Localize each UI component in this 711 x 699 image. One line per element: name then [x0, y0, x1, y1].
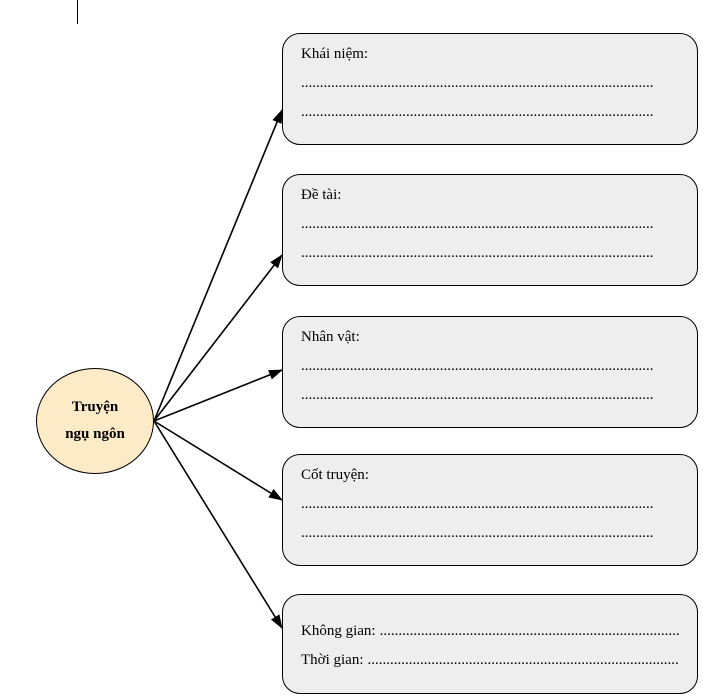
- card-de-tai-line-0: ........................................…: [301, 210, 679, 239]
- card-khai-niem-line-0: ........................................…: [301, 69, 679, 98]
- arrow-0: [154, 110, 282, 421]
- arrow-4: [154, 421, 282, 628]
- arrow-3: [154, 421, 282, 500]
- card-cot-truyen-line-0: ........................................…: [301, 490, 679, 519]
- card-khong-gian-thoi-gian: Không gian: ............................…: [282, 594, 698, 694]
- card-de-tai-line-1: ........................................…: [301, 239, 679, 268]
- card-khong-gian-thoi-gian-row-1-label: Thời gian:: [301, 646, 368, 675]
- card-nhan-vat-line-1: ........................................…: [301, 381, 679, 410]
- card-nhan-vat: Nhân vật:...............................…: [282, 316, 698, 428]
- central-node: Truyện ngụ ngôn: [36, 368, 154, 474]
- arrow-2: [154, 370, 282, 421]
- card-nhan-vat-label: Nhân vật:: [301, 329, 679, 346]
- card-de-tai: Đề tài:.................................…: [282, 174, 698, 286]
- card-khong-gian-thoi-gian-row-0: Không gian: ............................…: [301, 617, 679, 646]
- card-cot-truyen-label: Cốt truyện:: [301, 467, 679, 484]
- card-cot-truyen-line-1: ........................................…: [301, 519, 679, 548]
- card-khong-gian-thoi-gian-row-0-dots: ........................................…: [380, 617, 679, 646]
- card-khai-niem: Khái niệm:..............................…: [282, 33, 698, 145]
- card-de-tai-label: Đề tài:: [301, 187, 679, 204]
- central-line1: Truyện: [72, 394, 118, 421]
- card-nhan-vat-line-0: ........................................…: [301, 352, 679, 381]
- arrow-1: [154, 255, 282, 421]
- central-line2: ngụ ngôn: [65, 421, 125, 448]
- card-khong-gian-thoi-gian-row-1: Thời gian:..............................…: [301, 646, 679, 675]
- card-khong-gian-thoi-gian-row-1-dots: ........................................…: [368, 646, 679, 675]
- card-khai-niem-label: Khái niệm:: [301, 46, 679, 63]
- card-khai-niem-line-1: ........................................…: [301, 98, 679, 127]
- card-cot-truyen: Cốt truyện:.............................…: [282, 454, 698, 566]
- card-khong-gian-thoi-gian-row-0-label: Không gian:: [301, 617, 380, 646]
- page-top-tick: [77, 0, 78, 24]
